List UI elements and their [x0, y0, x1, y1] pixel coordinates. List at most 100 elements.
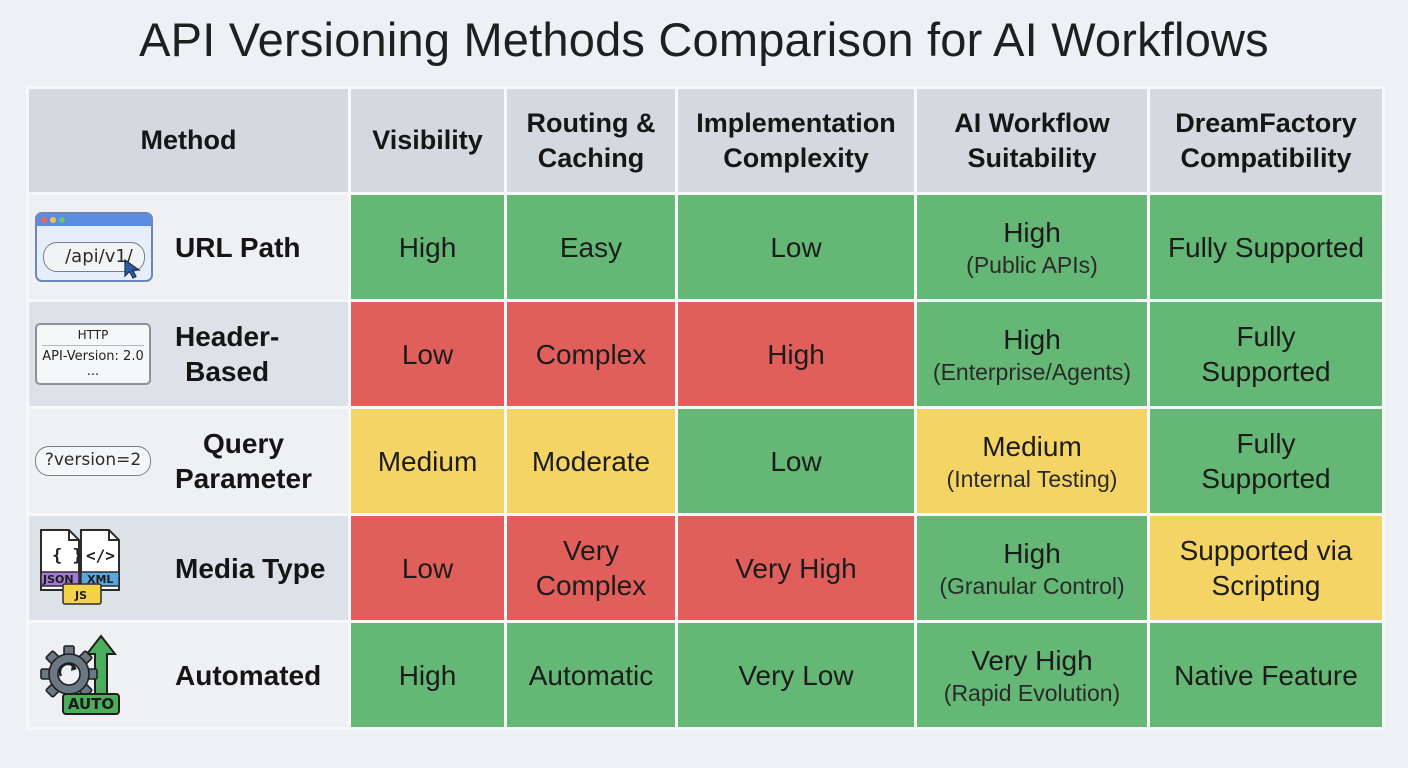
header-routing-line-2: Caching — [537, 142, 645, 173]
suitability-sub: (Public APIs) — [966, 251, 1098, 278]
suitability-sub: (Granular Control) — [939, 572, 1125, 599]
media-type-files-icon: { } </> JSON XML JS — [35, 523, 167, 613]
implementation-text: Low — [770, 231, 822, 263]
compatibility-cell: Native Feature — [1147, 620, 1385, 730]
routing-line-1: Very — [562, 535, 620, 566]
header-suitability-line-2: Suitability — [967, 142, 1097, 173]
visibility-cell: High — [348, 192, 507, 302]
browser-url-icon: /api/v1/ — [35, 202, 167, 292]
header-compatibility: DreamFactory Compatibility — [1147, 86, 1385, 195]
routing-text: Easy — [559, 231, 623, 263]
compatibility-line-1: Fully — [1236, 428, 1296, 459]
suitability-cell: Medium (Internal Testing) — [914, 406, 1150, 516]
js-label: JS — [74, 589, 87, 602]
visibility-cell: Low — [348, 299, 507, 409]
implementation-cell: High — [675, 299, 917, 409]
visibility-cell: High — [348, 620, 507, 730]
xml-label: XML — [87, 573, 113, 586]
url-pill: /api/v1/ — [43, 242, 145, 272]
method-cell: HTTP API-Version: 2.0 ... Header- Based — [26, 299, 351, 409]
method-label: Media Type — [175, 552, 326, 584]
braces-glyph: { } — [52, 546, 83, 566]
comparison-table: Method Visibility Routing & Caching Impl… — [26, 86, 1385, 730]
query-param-icon: ?version=2 — [35, 416, 167, 506]
implementation-text: High — [767, 338, 825, 370]
suitability-cell: High (Public APIs) — [914, 192, 1150, 302]
method-cell: { } </> JSON XML JS Media Type — [26, 513, 351, 623]
method-cell: AUTO Automated — [26, 620, 351, 730]
suitability-sub: (Rapid Evolution) — [943, 679, 1121, 706]
method-label: Query Parameter — [175, 426, 312, 496]
suitability-main: High — [1003, 537, 1061, 569]
method-cell: /api/v1/ URL Path — [26, 192, 351, 302]
implementation-text: Low — [770, 445, 822, 477]
compatibility-line-1: Fully — [1236, 321, 1296, 352]
method-label-line-1: Header- — [175, 321, 280, 352]
table-row: HTTP API-Version: 2.0 ... Header- Based … — [26, 299, 1385, 409]
suitability-main: High — [1003, 323, 1061, 355]
routing-cell: Moderate — [504, 406, 678, 516]
json-label: JSON — [42, 573, 74, 586]
routing-line-2: Complex — [535, 570, 647, 601]
routing-cell: Easy — [504, 192, 678, 302]
suitability-cell: High (Granular Control) — [914, 513, 1150, 623]
auto-gear-icon: AUTO — [35, 630, 167, 720]
implementation-cell: Very Low — [675, 620, 917, 730]
visibility-cell: Low — [348, 513, 507, 623]
method-label: Automated — [175, 659, 322, 691]
header-compatibility-line-2: Compatibility — [1180, 142, 1352, 173]
implementation-cell: Low — [675, 192, 917, 302]
method-label: URL Path — [175, 231, 301, 263]
http-label: HTTP — [42, 328, 144, 346]
implementation-text: Very High — [735, 552, 857, 584]
method-label-line-1: Query — [203, 428, 284, 459]
query-pill: ?version=2 — [35, 446, 151, 476]
header-implementation-line-1: Implementation — [696, 107, 896, 138]
suitability-main: Medium — [982, 430, 1082, 462]
method-cell: ?version=2 Query Parameter — [26, 406, 351, 516]
table-row: { } </> JSON XML JS Media Type Low Very … — [26, 513, 1385, 623]
routing-cell: Automatic — [504, 620, 678, 730]
compatibility-line-2: Supported — [1201, 356, 1331, 387]
header-suitability: AI Workflow Suitability — [914, 86, 1150, 195]
compatibility-cell: Fully Supported — [1147, 406, 1385, 516]
table-row: AUTO Automated High Automatic Very Low V… — [26, 620, 1385, 730]
suitability-cell: Very High (Rapid Evolution) — [914, 620, 1150, 730]
table-row: ?version=2 Query Parameter Medium Modera… — [26, 406, 1385, 516]
header-implementation-line-2: Complexity — [723, 142, 869, 173]
routing-text: Complex — [535, 338, 647, 370]
header-suitability-line-1: AI Workflow — [954, 107, 1110, 138]
suitability-sub: (Enterprise/Agents) — [932, 358, 1132, 385]
compatibility-line-2: Scripting — [1211, 570, 1321, 601]
routing-text: Moderate — [531, 445, 651, 477]
implementation-cell: Very High — [675, 513, 917, 623]
routing-text: Automatic — [528, 659, 654, 691]
header-routing-line-1: Routing & — [526, 107, 656, 138]
http-header-icon: HTTP API-Version: 2.0 ... — [35, 309, 167, 399]
suitability-main: Very High — [971, 644, 1093, 676]
header-implementation: Implementation Complexity — [675, 86, 917, 195]
routing-cell: Very Complex — [504, 513, 678, 623]
header-routing: Routing & Caching — [504, 86, 678, 195]
tag-glyph: </> — [86, 546, 115, 565]
compatibility-text: Native Feature — [1174, 659, 1358, 691]
method-label: Header- Based — [175, 319, 279, 389]
implementation-text: Very Low — [738, 659, 854, 691]
compatibility-cell: Supported via Scripting — [1147, 513, 1385, 623]
routing-cell: Complex — [504, 299, 678, 409]
compatibility-text: Fully Supported — [1167, 231, 1365, 263]
implementation-cell: Low — [675, 406, 917, 516]
compatibility-line-1: Supported via — [1179, 535, 1353, 566]
method-label-line-2: Parameter — [175, 463, 312, 494]
ellipsis-label: ... — [86, 364, 100, 379]
header-method: Method — [26, 86, 351, 195]
suitability-main: High — [1003, 216, 1061, 248]
header-visibility: Visibility — [348, 86, 507, 195]
header-compatibility-line-1: DreamFactory — [1175, 107, 1357, 138]
compatibility-line-2: Supported — [1201, 463, 1331, 494]
cursor-icon — [124, 258, 141, 279]
method-label-line-2: Based — [185, 356, 270, 387]
api-version-label: API-Version: 2.0 — [42, 349, 144, 364]
visibility-cell: Medium — [348, 406, 507, 516]
gear-arrow-graphic: AUTO — [40, 634, 120, 715]
